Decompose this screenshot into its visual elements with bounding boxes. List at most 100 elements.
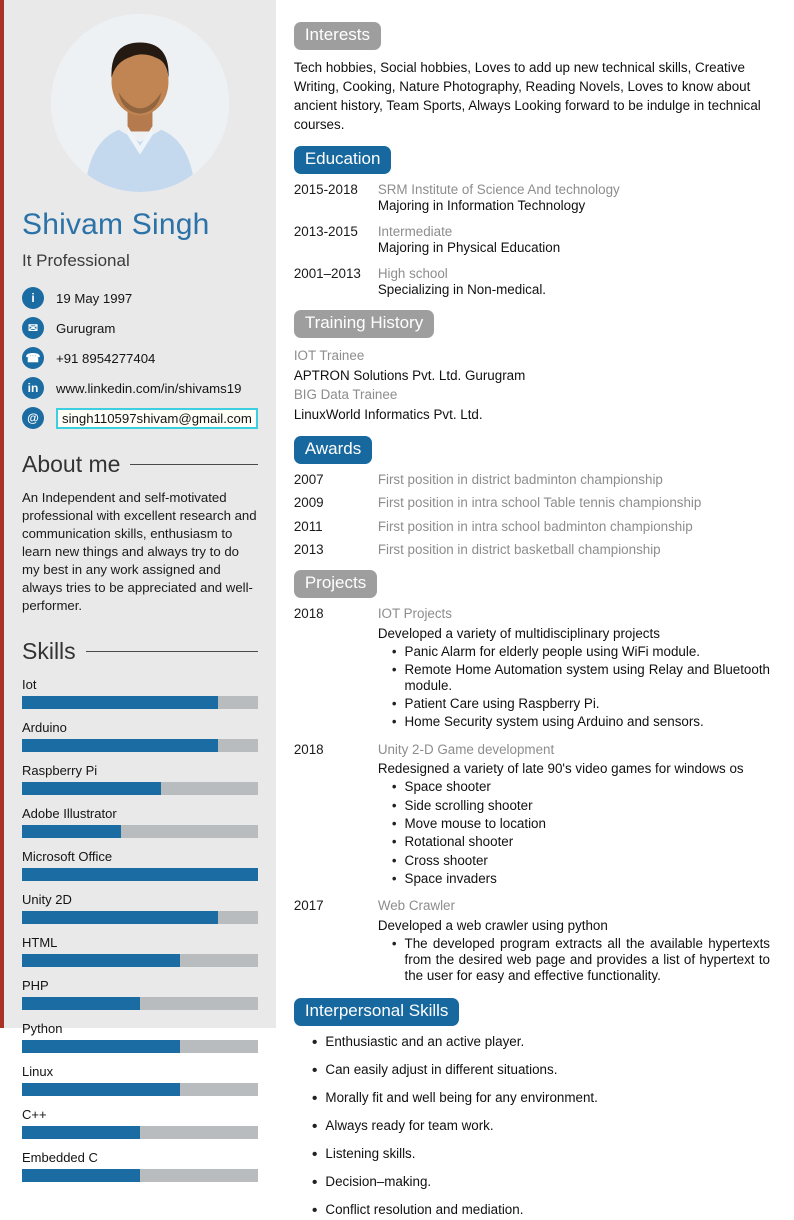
- skill-bar-track: [22, 867, 258, 881]
- education-school: High school: [377, 265, 448, 281]
- info-icon: i: [22, 287, 44, 309]
- profile-photo: [50, 14, 229, 192]
- interpersonal-bullet: Morally fit and well being for any envir…: [294, 1090, 770, 1108]
- skill-label: Unity 2D: [22, 891, 72, 907]
- interpersonal-bullet: Can easily adjust in different situation…: [294, 1062, 770, 1080]
- education-detail: High school Specializing in Non-medical.: [378, 266, 770, 299]
- project-bullet: Patient Care using Raspberry Pi.: [378, 696, 770, 712]
- contact-list: i 19 May 1997 ✉ Gurugram ☎ +91 895427740…: [22, 287, 258, 429]
- education-major: Majoring in Information Technology: [377, 198, 586, 214]
- bullet-text: The developed program extracts all the a…: [404, 936, 770, 983]
- education-years: 2015-2018: [293, 182, 358, 198]
- skill-bar-track: [22, 1168, 258, 1182]
- award-year: 2011: [293, 518, 323, 534]
- award-entry: 2009 First position in intra school Tabl…: [294, 495, 770, 511]
- training-role: IOT Trainee: [293, 348, 365, 364]
- project-description: Developed a variety of multidisciplinary…: [377, 625, 660, 641]
- location-text: Gurugram: [56, 320, 116, 336]
- project-year: 2017: [293, 898, 324, 914]
- project-bullet: Cross shooter: [378, 853, 770, 869]
- skill-item: PHP: [22, 978, 258, 1010]
- project-bullet: Panic Alarm for elderly people using WiF…: [378, 644, 770, 660]
- heading-rule: [85, 650, 258, 652]
- project-title: Unity 2-D Game development: [377, 741, 555, 757]
- skill-bar-fill: [22, 867, 258, 881]
- skill-bar-track: [22, 953, 258, 967]
- about-heading-text: About me: [22, 451, 121, 477]
- linkedin-link[interactable]: www.linkedin.com/in/shivams19: [56, 380, 242, 396]
- project-entry: 2017 Web Crawler Developed a web crawler…: [294, 898, 770, 985]
- skill-label: Adobe Illustrator: [22, 805, 117, 821]
- phone-text: +91 8954277404: [56, 350, 156, 366]
- skill-label: Python: [22, 1020, 63, 1036]
- education-major: Specializing in Non-medical.: [377, 281, 547, 297]
- skill-item: Linux: [22, 1064, 258, 1096]
- skill-bar-track: [22, 781, 258, 795]
- sidebar: Shivam Singh It Professional i 19 May 19…: [4, 0, 276, 1182]
- bullet-text: Can easily adjust in different situation…: [325, 1061, 558, 1077]
- skill-label: Microsoft Office: [22, 848, 113, 864]
- training-role: BIG Data Trainee: [293, 387, 398, 403]
- heading-rule: [130, 464, 258, 465]
- education-years: 2001–2013: [293, 265, 361, 281]
- page-left-edge: [0, 0, 4, 1028]
- bullet-text: Decision–making.: [325, 1173, 432, 1189]
- education-years: 2013-2015: [293, 223, 358, 239]
- skill-label: PHP: [22, 977, 49, 993]
- skill-bar-track: [22, 1082, 258, 1096]
- bullet-text: Always ready for team work.: [325, 1117, 494, 1133]
- skill-label: Embedded C: [22, 1149, 98, 1165]
- section-education: Education 2015-2018 SRM Institute of Sci…: [293, 146, 770, 299]
- bullet-text: Morally fit and well being for any envir…: [325, 1089, 598, 1105]
- skill-item: HTML: [22, 935, 258, 967]
- award-text: First position in intra school badminton…: [377, 518, 693, 534]
- skill-bar-track: [22, 996, 258, 1010]
- project-title: IOT Projects: [377, 606, 452, 622]
- main-column: Interests Tech hobbies, Social hobbies, …: [276, 0, 794, 1217]
- project-bullet: The developed program extracts all the a…: [378, 936, 770, 983]
- section-interests: Interests Tech hobbies, Social hobbies, …: [293, 22, 770, 134]
- education-school: Intermediate: [377, 223, 453, 239]
- interpersonal-bullet: Enthusiastic and an active player.: [294, 1034, 770, 1052]
- skills-heading-text: Skills: [22, 637, 76, 664]
- linkedin-icon: in: [22, 377, 44, 399]
- phone-icon: ☎: [22, 347, 44, 369]
- section-awards: Awards 2007 First position in district b…: [293, 435, 770, 558]
- award-entry: 2013 First position in district basketba…: [294, 542, 770, 558]
- birthdate-text: 19 May 1997: [56, 290, 133, 306]
- email-field[interactable]: singh110597shivam@gmail.com: [56, 407, 258, 429]
- bullet-text: Space shooter: [404, 779, 491, 795]
- skill-bar-fill: [22, 1082, 180, 1096]
- skill-item: C++: [22, 1107, 258, 1139]
- award-year: 2009: [293, 495, 324, 511]
- education-detail: SRM Institute of Science And technology …: [378, 182, 770, 215]
- training-company: APTRON Solutions Pvt. Ltd. Gurugram: [293, 367, 526, 383]
- bullet-text: Listening skills.: [325, 1145, 416, 1161]
- skill-item: Unity 2D: [22, 892, 258, 924]
- projects-badge: Projects: [293, 570, 378, 599]
- interpersonal-bullet: Always ready for team work.: [294, 1118, 770, 1136]
- education-entry: 2013-2015 Intermediate Majoring in Physi…: [294, 224, 770, 257]
- section-training-history: Training History IOT Trainee APTRON Solu…: [293, 310, 770, 424]
- skill-item: Adobe Illustrator: [22, 806, 258, 838]
- bullet-text: Remote Home Automation system using Rela…: [404, 662, 770, 694]
- skills-heading: Skills: [22, 638, 258, 665]
- skill-bar-fill: [22, 781, 162, 795]
- skill-label: Raspberry Pi: [22, 762, 98, 778]
- project-description: Redesigned a variety of late 90's video …: [377, 761, 744, 776]
- project-bullet: Space invaders: [378, 871, 770, 887]
- skill-label: Arduino: [22, 719, 67, 735]
- skill-label: Linux: [22, 1063, 54, 1079]
- bullet-text: Patient Care using Raspberry Pi.: [404, 695, 600, 711]
- education-badge: Education: [293, 146, 392, 175]
- skill-bar-track: [22, 738, 258, 752]
- skill-label: Iot: [22, 676, 37, 692]
- project-bullet: Space shooter: [378, 779, 770, 795]
- education-entry: 2001–2013 High school Specializing in No…: [294, 266, 770, 299]
- project-entry: 2018 IOT Projects Developed a variety of…: [294, 606, 770, 732]
- contact-birthdate: i 19 May 1997: [22, 287, 258, 309]
- at-icon: @: [22, 407, 44, 429]
- bullet-text: Space invaders: [404, 871, 497, 887]
- mail-icon: ✉: [22, 317, 44, 339]
- skill-bar-fill: [22, 1039, 180, 1053]
